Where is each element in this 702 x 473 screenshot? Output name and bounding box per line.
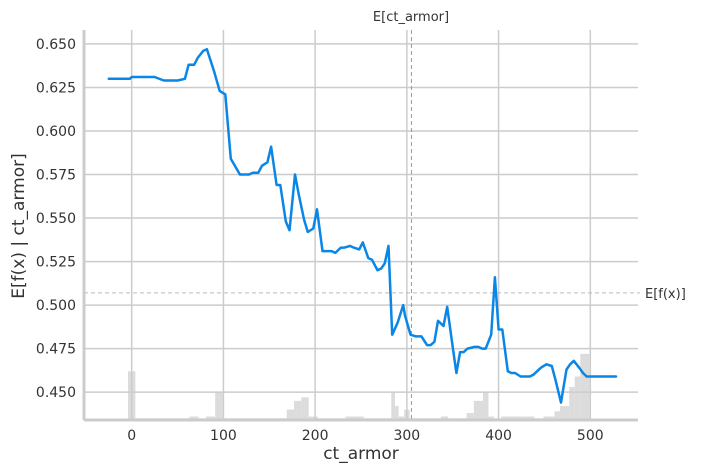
histogram-bar — [398, 416, 405, 420]
grid-layer — [84, 30, 638, 420]
x-tick-label: 300 — [393, 428, 420, 444]
mean-x-label: E[ct_armor] — [373, 10, 449, 25]
y-tick-label: 0.500 — [36, 298, 76, 314]
histogram-layer — [128, 353, 590, 420]
series-line — [107, 47, 618, 404]
histogram-bar — [466, 413, 474, 420]
histogram-bar — [286, 409, 295, 420]
histogram-bar — [525, 416, 535, 420]
x-tick-label: 200 — [302, 428, 329, 444]
x-tick-label: 100 — [210, 428, 237, 444]
y-tick-label: 0.450 — [36, 385, 76, 401]
x-tick-label: 400 — [485, 428, 512, 444]
y-tick-label: 0.600 — [36, 124, 76, 140]
histogram-bar — [543, 416, 555, 420]
axis-layer: 0 100 200 300 400 500 0.450 0.475 0.500 0.525 0.55… — [36, 30, 638, 444]
histogram-bar — [473, 400, 483, 420]
reference-lines — [84, 30, 640, 420]
histogram-bar — [345, 416, 355, 420]
histogram-bar — [294, 400, 302, 420]
histogram-bar — [560, 406, 570, 420]
histogram-bar — [574, 376, 581, 420]
y-tick-label: 0.625 — [36, 80, 76, 96]
histogram-bar — [569, 386, 575, 420]
x-tick-label: 0 — [127, 428, 136, 444]
histogram-bar — [440, 416, 449, 420]
histogram-bar — [391, 392, 395, 420]
histogram-bar — [482, 392, 489, 420]
histogram-bar — [301, 397, 309, 420]
series-layer — [107, 47, 618, 404]
histogram-bar — [308, 416, 318, 420]
histogram-bar — [501, 416, 526, 420]
y-tick-label: 0.550 — [36, 211, 76, 227]
mean-y-label: E[f(x)] — [645, 287, 686, 302]
histogram-bar — [189, 416, 199, 420]
x-tick-label: 500 — [577, 428, 604, 444]
histogram-bar — [554, 411, 561, 420]
y-axis-label: E[f(x) | ct_armor] — [9, 153, 29, 298]
histogram-bar — [488, 416, 494, 420]
histogram-bar — [354, 416, 364, 420]
histogram-bar — [580, 353, 590, 420]
y-tick-label: 0.475 — [36, 342, 76, 358]
histogram-bar — [394, 406, 399, 420]
y-tick-label: 0.575 — [36, 168, 76, 184]
y-tick-label: 0.525 — [36, 255, 76, 271]
x-axis-label: ct_armor — [323, 444, 399, 464]
histogram-bar — [215, 392, 223, 420]
y-tick-label: 0.650 — [36, 37, 76, 53]
histogram-bar — [205, 416, 216, 420]
